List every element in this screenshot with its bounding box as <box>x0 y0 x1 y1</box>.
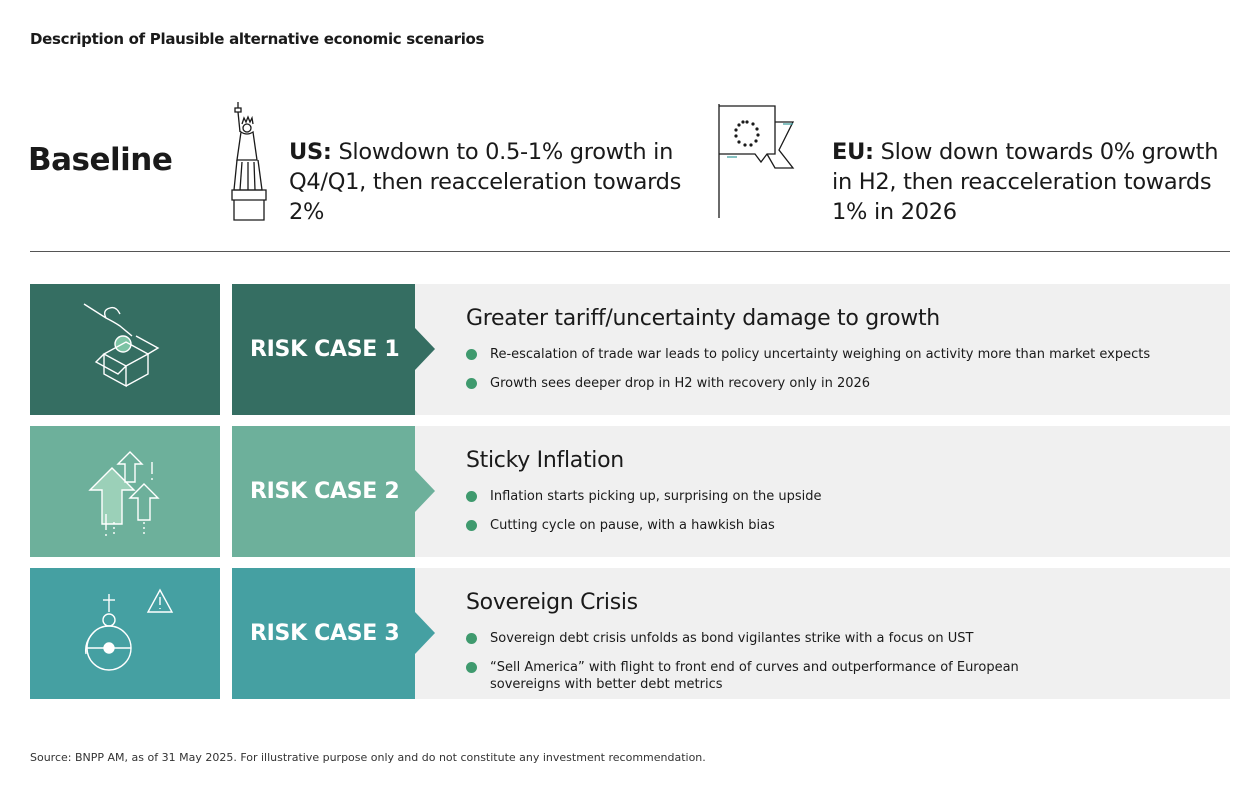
bullet-dot <box>466 378 477 389</box>
list-item: Growth sees deeper drop in H2 with recov… <box>466 375 1206 392</box>
bullet-dot <box>466 520 477 531</box>
risk-case-2-arrow <box>415 470 435 512</box>
crown-warning-icon <box>84 588 174 671</box>
risk-case-3-arrow <box>415 612 435 654</box>
list-item: Re-escalation of trade war leads to poli… <box>466 346 1206 363</box>
risk-case-1-bullets: Re-escalation of trade war leads to poli… <box>466 346 1206 404</box>
page-title: Description of Plausible alternative eco… <box>30 30 485 48</box>
risk-case-1-content-panel <box>415 284 1230 415</box>
list-item: Sovereign debt crisis unfolds as bond vi… <box>466 630 1046 647</box>
us-scenario-text: Slowdown to 0.5-1% growth in Q4/Q1, then… <box>289 139 682 225</box>
risk-case-1-label: RISK CASE 1 <box>232 284 415 415</box>
risk-case-3-row: RISK CASE 3 Sovereign Crisis Sovereign d… <box>30 568 1230 699</box>
risk-case-3-icon-panel <box>30 568 220 699</box>
risk-case-1-row: RISK CASE 1 Greater tariff/uncertainty d… <box>30 284 1230 415</box>
risk-case-2-content-panel <box>415 426 1230 557</box>
bullet-dot <box>466 349 477 360</box>
risk-case-3-content-panel <box>415 568 1230 699</box>
risk-case-2-bullets: Inflation starts picking up, surprising … <box>466 488 1206 546</box>
list-item: “Sell America” with flight to front end … <box>466 659 1046 693</box>
eu-region-label: EU <box>832 139 866 165</box>
bullet-dot <box>466 662 477 673</box>
risk-case-3-bullets: Sovereign debt crisis unfolds as bond vi… <box>466 630 1046 705</box>
risk-case-1-title: Greater tariff/uncertainty damage to gro… <box>466 306 940 331</box>
risk-case-3-label: RISK CASE 3 <box>232 568 415 699</box>
risk-case-1-arrow <box>415 328 435 370</box>
list-item: Inflation starts picking up, surprising … <box>466 488 1206 505</box>
risk-case-2-title: Sticky Inflation <box>466 448 624 473</box>
risk-case-2-row: RISK CASE 2 Sticky Inflation Inflation s… <box>30 426 1230 557</box>
list-item: Cutting cycle on pause, with a hawkish b… <box>466 517 1206 534</box>
source-note: Source: BNPP AM, as of 31 May 2025. For … <box>30 751 706 764</box>
risk-case-2-label: RISK CASE 2 <box>232 426 415 557</box>
eu-flag-icon <box>718 104 795 218</box>
statue-of-liberty-icon <box>231 102 267 221</box>
risk-case-3-title: Sovereign Crisis <box>466 590 638 615</box>
baseline-divider <box>30 251 1230 252</box>
bullet-dot <box>466 633 477 644</box>
eu-scenario-text: Slow down towards 0% growth in H2, then … <box>832 139 1219 225</box>
hand-coin-box-icon <box>83 303 160 388</box>
baseline-label: Baseline <box>28 142 173 178</box>
risk-case-1-icon-panel <box>30 284 220 415</box>
rising-arrows-icon <box>88 451 160 536</box>
us-region-label: US <box>289 139 323 165</box>
bullet-dot <box>466 491 477 502</box>
risk-case-2-icon-panel <box>30 426 220 557</box>
